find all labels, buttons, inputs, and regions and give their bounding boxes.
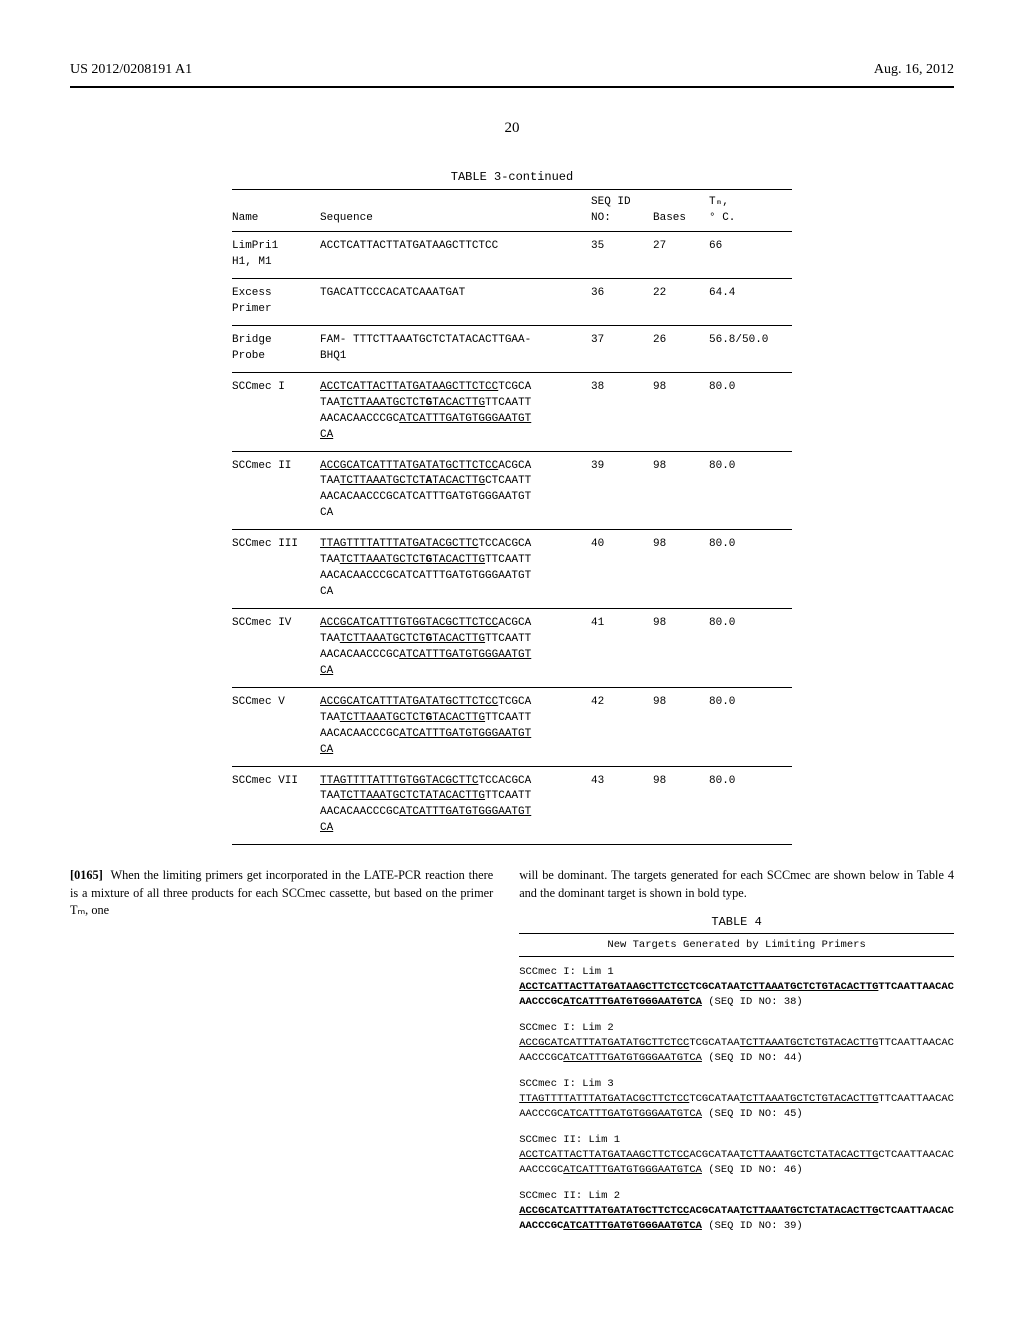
row-name: SCCmec VII xyxy=(232,766,320,845)
row-seqid: 36 xyxy=(591,279,653,326)
row-seqid: 38 xyxy=(591,372,653,451)
row-name: Excess Primer xyxy=(232,279,320,326)
row-tm: 80.0 xyxy=(709,530,792,609)
table4-entry: SCCmec I: Lim 3 TTAGTTTTATTTATGATACGCTTC… xyxy=(519,1077,954,1121)
page-number: 20 xyxy=(70,118,954,139)
row-seq: ACCGCATCATTTATGATATGCTTCTCCACGCA TAATCTT… xyxy=(320,451,591,530)
table4-title: TABLE 4 xyxy=(519,914,954,931)
row-tm: 66 xyxy=(709,232,792,279)
row-seq: TTAGTTTTATTTGTGGTACGCTTCTCCACGCA TAATCTT… xyxy=(320,766,591,845)
row-seq: ACCGCATCATTTATGATATGCTTCTCCTCGCA TAATCTT… xyxy=(320,687,591,766)
row-seq: ACCTCATTACTTATGATAAGCTTCTCCTCGCA TAATCTT… xyxy=(320,372,591,451)
row-tm: 80.0 xyxy=(709,451,792,530)
table3: Name Sequence SEQ ID NO: Bases Tₘ, ° C. … xyxy=(232,189,792,845)
table3-row: SCCmec VII TTAGTTTTATTTGTGGTACGCTTCTCCAC… xyxy=(232,766,792,845)
table3-row: LimPri1 H1, M1 ACCTCATTACTTATGATAAGCTTCT… xyxy=(232,232,792,279)
pub-number: US 2012/0208191 A1 xyxy=(70,60,192,80)
th-seqid: SEQ ID NO: xyxy=(591,190,653,232)
row-seq: FAM- TTTCTTAAATGCTCTATACACTTGAA- BHQ1 xyxy=(320,325,591,372)
para-num: [0165] xyxy=(70,868,103,882)
row-name: SCCmec II xyxy=(232,451,320,530)
row-tm: 80.0 xyxy=(709,372,792,451)
row-tm: 64.4 xyxy=(709,279,792,326)
row-tm: 80.0 xyxy=(709,766,792,845)
left-text: When the limiting primers get incorporat… xyxy=(70,868,493,916)
right-column: will be dominant. The targets generated … xyxy=(519,867,954,1245)
right-text: will be dominant. The targets generated … xyxy=(519,868,954,899)
row-name: LimPri1 H1, M1 xyxy=(232,232,320,279)
row-seqid: 40 xyxy=(591,530,653,609)
body-columns: [0165] When the limiting primers get inc… xyxy=(70,867,954,1245)
th-tm: Tₘ, ° C. xyxy=(709,190,792,232)
th-name: Name xyxy=(232,190,320,232)
header-rule xyxy=(70,86,954,88)
table4-entry: SCCmec II: Lim 2 ACCGCATCATTTATGATATGCTT… xyxy=(519,1189,954,1233)
row-name: SCCmec III xyxy=(232,530,320,609)
row-bases: 22 xyxy=(653,279,709,326)
page-header: US 2012/0208191 A1 Aug. 16, 2012 xyxy=(70,60,954,80)
table4: TABLE 4 New Targets Generated by Limitin… xyxy=(519,914,954,1234)
row-bases: 98 xyxy=(653,451,709,530)
row-seq: ACCGCATCATTTGTGGTACGCTTCTCCACGCA TAATCTT… xyxy=(320,609,591,688)
row-seqid: 43 xyxy=(591,766,653,845)
th-seq: Sequence xyxy=(320,190,591,232)
left-column: [0165] When the limiting primers get inc… xyxy=(70,867,493,1245)
row-seqid: 37 xyxy=(591,325,653,372)
row-seqid: 41 xyxy=(591,609,653,688)
row-seqid: 39 xyxy=(591,451,653,530)
table4-entry: SCCmec I: Lim 2 ACCGCATCATTTATGATATGCTTC… xyxy=(519,1021,954,1065)
row-tm: 56.8/50.0 xyxy=(709,325,792,372)
table3-row: SCCmec I ACCTCATTACTTATGATAAGCTTCTCCTCGC… xyxy=(232,372,792,451)
row-seq: TGACATTCCCACATCAAATGAT xyxy=(320,279,591,326)
table4-entry: SCCmec II: Lim 1 ACCTCATTACTTATGATAAGCTT… xyxy=(519,1133,954,1177)
table3-row: Bridge Probe FAM- TTTCTTAAATGCTCTATACACT… xyxy=(232,325,792,372)
row-tm: 80.0 xyxy=(709,687,792,766)
row-bases: 98 xyxy=(653,530,709,609)
row-seq: TTAGTTTTATTTATGATACGCTTCTCCACGCA TAATCTT… xyxy=(320,530,591,609)
row-seqid: 42 xyxy=(591,687,653,766)
table4-subtitle: New Targets Generated by Limiting Primer… xyxy=(519,933,954,958)
row-name: SCCmec IV xyxy=(232,609,320,688)
row-seqid: 35 xyxy=(591,232,653,279)
row-bases: 26 xyxy=(653,325,709,372)
table4-entry: SCCmec I: Lim 1 ACCTCATTACTTATGATAAGCTTC… xyxy=(519,965,954,1009)
row-name: SCCmec I xyxy=(232,372,320,451)
row-name: SCCmec V xyxy=(232,687,320,766)
table3-row: Excess Primer TGACATTCCCACATCAAATGAT 36 … xyxy=(232,279,792,326)
row-seq: ACCTCATTACTTATGATAAGCTTCTCC xyxy=(320,232,591,279)
th-bases: Bases xyxy=(653,190,709,232)
table3-title: TABLE 3-continued xyxy=(70,169,954,186)
row-bases: 98 xyxy=(653,766,709,845)
row-tm: 80.0 xyxy=(709,609,792,688)
pub-date: Aug. 16, 2012 xyxy=(874,60,954,80)
row-bases: 98 xyxy=(653,687,709,766)
row-bases: 98 xyxy=(653,609,709,688)
row-bases: 98 xyxy=(653,372,709,451)
row-name: Bridge Probe xyxy=(232,325,320,372)
table3-row: SCCmec II ACCGCATCATTTATGATATGCTTCTCCACG… xyxy=(232,451,792,530)
table3-row: SCCmec V ACCGCATCATTTATGATATGCTTCTCCTCGC… xyxy=(232,687,792,766)
row-bases: 27 xyxy=(653,232,709,279)
table3-row: SCCmec III TTAGTTTTATTTATGATACGCTTCTCCAC… xyxy=(232,530,792,609)
table3-row: SCCmec IV ACCGCATCATTTGTGGTACGCTTCTCCACG… xyxy=(232,609,792,688)
